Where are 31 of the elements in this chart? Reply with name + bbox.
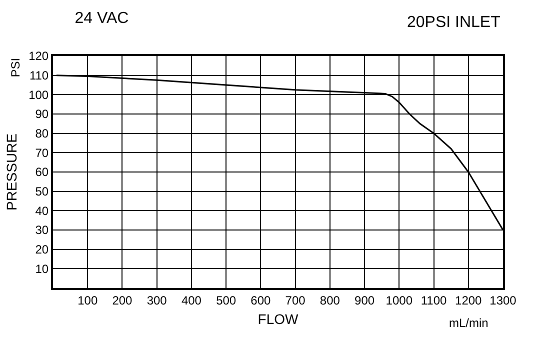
x-tick-label: 500: [216, 293, 236, 308]
x-tick-label: 1200: [455, 293, 482, 308]
chart-subtitle: 20PSI INLET: [407, 14, 501, 31]
text: mL/min: [449, 316, 488, 330]
y-tick-label: 120: [28, 49, 49, 64]
text: PSI: [8, 58, 22, 78]
y-tick-label: 70: [35, 146, 49, 160]
x-axis-title: FLOW: [258, 311, 299, 328]
x-tick-label: 200: [112, 293, 133, 308]
y-tick-label: 60: [35, 165, 49, 180]
y-axis-title: PRESSURE: [4, 133, 20, 211]
x-tick-label: 800: [320, 293, 340, 308]
y-tick-label: 30: [35, 223, 49, 238]
x-tick-label: 1300: [490, 293, 517, 308]
y-tick-label: 80: [35, 126, 49, 141]
x-tick-label: 1000: [386, 293, 413, 308]
chart-title: 24 VAC: [74, 10, 129, 27]
x-tick-label: 400: [181, 293, 202, 308]
x-tick-label: 1100: [420, 293, 447, 308]
y-tick-label: 40: [35, 204, 49, 218]
y-tick-label: 20: [35, 242, 49, 257]
x-tick-label: 900: [354, 293, 375, 308]
y-tick-label: 90: [35, 107, 49, 122]
x-tick-label: 300: [146, 293, 168, 308]
y-tick-label: 50: [35, 184, 49, 199]
x-tick-label: 700: [285, 293, 306, 308]
y-tick-label: 10: [35, 262, 49, 276]
x-tick-label: 600: [250, 293, 272, 308]
y-tick-label: 100: [28, 88, 49, 102]
x-tick-label: 100: [78, 293, 98, 308]
y-tick-label: 110: [29, 68, 49, 83]
